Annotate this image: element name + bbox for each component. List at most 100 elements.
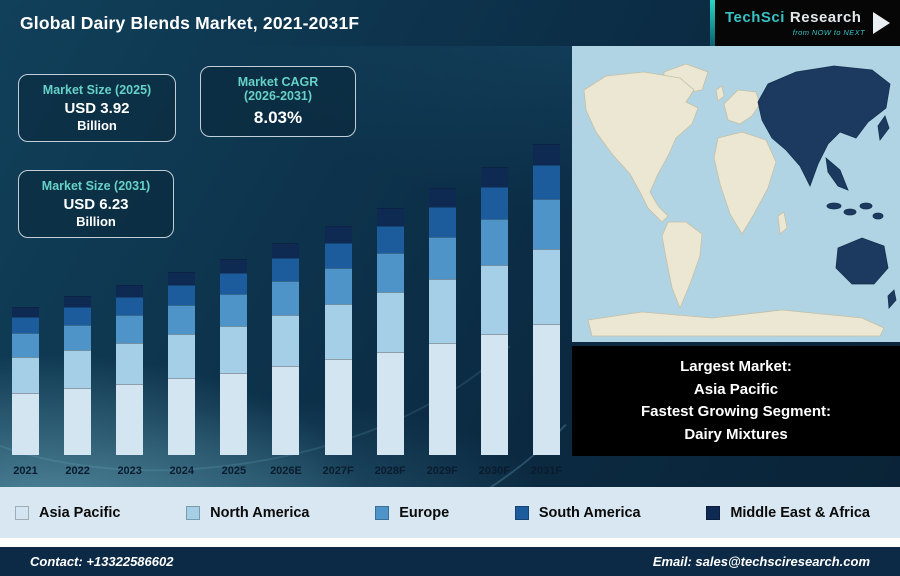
x-axis-label: 2029F — [426, 465, 458, 477]
bar-segment — [480, 334, 508, 455]
bar-segment — [168, 378, 196, 455]
legend-label: Middle East & Africa — [730, 504, 870, 521]
map-north-america — [583, 71, 699, 223]
map-africa — [713, 131, 777, 235]
stat-label: Market CAGR — [237, 75, 319, 89]
footer: Contact: +13322586602 Email: sales@techs… — [0, 547, 900, 576]
logo-text: TechSci Research from NOW to NEXT — [725, 9, 865, 37]
legend-item-middle-east-africa: Middle East & Africa — [706, 505, 870, 521]
bar-2029F — [428, 188, 456, 455]
contact-email: Email: sales@techsciresearch.com — [652, 554, 870, 569]
legend-label: Asia Pacific — [39, 504, 121, 521]
bar-segment — [272, 366, 300, 455]
bar-segment — [272, 281, 300, 315]
stat-box-market-size-2025: Market Size (2025) USD 3.92 Billion — [18, 74, 176, 142]
contact-phone: Contact: +13322586602 — [30, 554, 174, 569]
bar-2030F — [480, 166, 508, 455]
logo-tagline: from NOW to NEXT — [792, 28, 865, 37]
x-labels: 2021 2022 2023 2024 2025 2026E 2027F 2028F 2029F… — [12, 465, 563, 477]
bar-2031F — [532, 143, 560, 455]
bar-segment — [168, 272, 196, 285]
bar-segment — [480, 219, 508, 265]
x-axis-label: 2026E — [270, 465, 302, 477]
legend: Asia Pacific North America Europe South Ame… — [0, 487, 900, 538]
bar-2025 — [220, 259, 248, 455]
bar-segment — [376, 208, 404, 226]
bar-2023 — [116, 284, 144, 455]
bar-segment — [532, 324, 560, 455]
bar-segment — [220, 325, 248, 373]
map-uk — [715, 85, 725, 102]
legend-label: North America — [210, 504, 310, 521]
techsci-logo: TechSci Research from NOW to NEXT — [710, 0, 900, 46]
bar-segment — [324, 242, 352, 268]
bar-segment — [272, 257, 300, 281]
bar-segment — [116, 315, 144, 343]
x-axis-label: 2024 — [169, 465, 195, 477]
map-indonesia — [843, 208, 857, 216]
stat-unit: Billion — [77, 118, 117, 133]
logo-brand: TechSci Research — [725, 9, 865, 26]
bar-segment — [428, 343, 456, 455]
bar-segment — [376, 292, 404, 352]
largest-market-callout: Largest Market: Asia Pacific Fastest Gro… — [572, 346, 900, 456]
bar-segment — [220, 372, 248, 455]
bar-segment — [532, 249, 560, 324]
bar-segment — [324, 359, 352, 455]
x-axis-label: 2031F — [530, 465, 563, 477]
world-map-svg — [572, 46, 900, 342]
bar-segment — [64, 324, 92, 350]
stat-value: USD 6.23 — [63, 196, 129, 213]
legend-item-europe: Europe — [375, 505, 449, 521]
bar-segment — [168, 284, 196, 305]
legend-item-north-america: North America — [186, 504, 310, 521]
legend-swatch — [375, 505, 390, 520]
bar-segment — [480, 187, 508, 219]
bar-segment — [324, 226, 352, 243]
stat-box-cagr: Market CAGR (2026-2031) 8.03% — [200, 66, 356, 137]
bar-2022 — [64, 296, 92, 455]
bar-segment — [324, 304, 352, 359]
stat-value: 8.03% — [253, 108, 303, 127]
bar-segment — [116, 383, 144, 455]
x-axis-label: 2030F — [478, 465, 510, 477]
bar-2021 — [12, 306, 39, 455]
bar-segment — [12, 333, 39, 357]
map-japan — [877, 115, 890, 142]
map-asia — [757, 65, 891, 188]
bar-segment — [324, 267, 352, 304]
page-title: Global Dairy Blends Market, 2021-2031F — [20, 13, 360, 33]
stat-unit: Billion — [76, 214, 116, 229]
map-antarctica — [587, 309, 885, 337]
x-axis-label: 2023 — [117, 465, 142, 477]
legend-item-asia-pacific: Asia Pacific — [15, 505, 120, 521]
callout-line: Largest Market: — [680, 358, 792, 375]
stat-value: USD 3.92 — [64, 100, 130, 117]
bar-segment — [532, 199, 560, 249]
callout-line: Fastest Growing Segment: — [640, 403, 832, 420]
stat-box-market-size-2031: Market Size (2031) USD 6.23 Billion — [18, 170, 174, 238]
x-axis-label: 2025 — [221, 465, 247, 477]
x-axis-label: 2027F — [322, 465, 354, 477]
logo-brand-primary: TechSci — [725, 9, 785, 26]
bar-segment — [12, 392, 39, 455]
legend-swatch — [186, 505, 201, 520]
bar-2028F — [376, 208, 404, 455]
bar-segment — [220, 259, 248, 273]
bar-segment — [168, 304, 196, 334]
bar-segment — [116, 342, 144, 384]
bar-segment — [428, 236, 456, 279]
stat-label2: (2026-2031) — [243, 89, 313, 103]
bar-segment — [64, 307, 92, 325]
legend-swatch — [514, 505, 529, 520]
legend-label: Europe — [399, 504, 450, 521]
bar-segment — [376, 252, 404, 292]
bar-segment — [532, 165, 560, 199]
bar-segment — [12, 357, 39, 393]
bar-chart: Market Size (2025) USD 3.92 Billion Mark… — [0, 46, 572, 487]
map-australia — [835, 237, 889, 285]
map-indonesia — [826, 202, 842, 210]
stat-label: Market Size (2031) — [41, 179, 151, 193]
bar-segment — [116, 296, 144, 315]
bar-segment — [64, 350, 92, 388]
